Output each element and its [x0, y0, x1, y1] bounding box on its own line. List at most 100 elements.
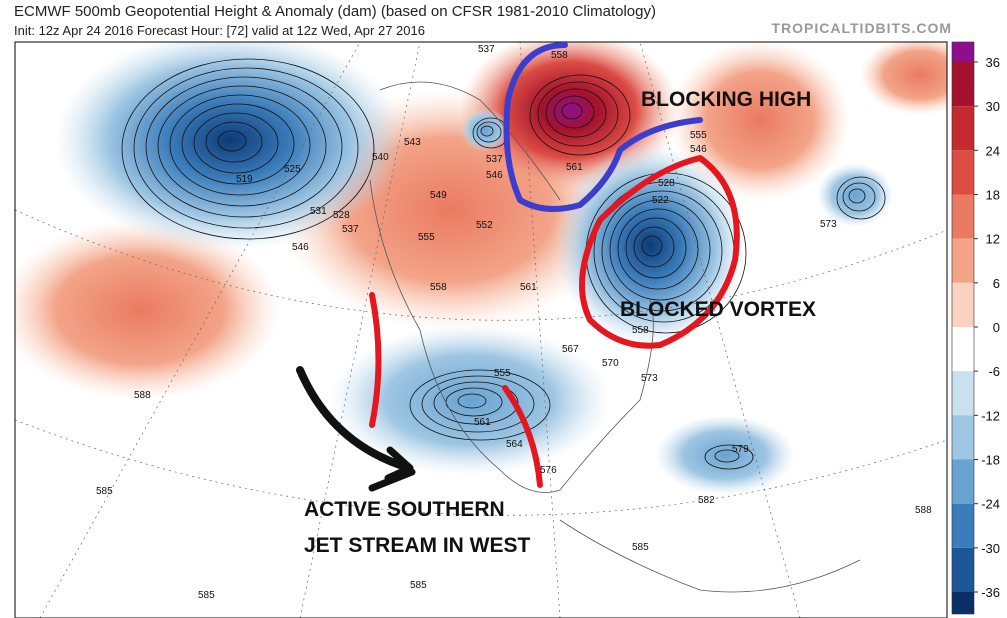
- colorbar-label: -12: [981, 408, 1000, 423]
- vortex-outline: [579, 155, 740, 349]
- contour-label: 585: [198, 590, 215, 601]
- annotation: ACTIVE SOUTHERN: [304, 498, 505, 521]
- contour-line: [633, 226, 675, 268]
- contour-line: [121, 58, 375, 240]
- colorbar-band: [952, 150, 974, 195]
- contour-label: 588: [915, 505, 932, 516]
- contour-label: 558: [551, 50, 568, 61]
- colorbar-band: [952, 194, 974, 239]
- contour-label: 585: [410, 580, 427, 591]
- contour-label: 582: [698, 495, 715, 506]
- contour-label: 573: [820, 219, 837, 230]
- jet-arrow-head: [368, 446, 416, 492]
- contour-label: 555: [690, 130, 707, 141]
- contour-label: 549: [430, 190, 447, 201]
- contour-label: 567: [562, 344, 579, 355]
- map-area: [15, 42, 947, 618]
- contour-line: [133, 67, 359, 229]
- source: TROPICALTIDBITS.COM: [771, 20, 952, 36]
- contour-line: [421, 375, 535, 433]
- contour-label: 588: [134, 390, 151, 401]
- contour-label: 576: [540, 465, 557, 476]
- contour-line: [601, 190, 723, 312]
- contour-label: 561: [474, 417, 491, 428]
- contour-label: 579: [732, 444, 749, 455]
- contour-label: 522: [652, 195, 669, 206]
- contour-line: [205, 121, 263, 163]
- contour-line: [169, 94, 311, 196]
- contour-label: 561: [566, 162, 583, 173]
- colorbar-band: [952, 327, 974, 372]
- colorbar-label: -24: [981, 497, 1000, 512]
- contour-label: 546: [292, 242, 309, 253]
- colorbar-frame: [951, 41, 975, 615]
- map-frame: [14, 41, 948, 618]
- contour-line: [193, 112, 279, 174]
- contour-label: 537: [486, 154, 503, 165]
- contour-label: 555: [418, 232, 435, 243]
- colorbar-band: [952, 238, 974, 283]
- colorbar-band: [952, 62, 974, 107]
- contour-label: 531: [310, 206, 327, 217]
- contour-label: 552: [476, 220, 493, 231]
- contour-label: 528: [658, 178, 675, 189]
- contour-label: 543: [404, 137, 421, 148]
- contour-line: [480, 125, 494, 137]
- contour-line: [625, 217, 687, 279]
- colorbar-label: -18: [981, 453, 1000, 468]
- colorbar-label: 0: [993, 320, 1000, 335]
- colorbar-label: 24: [986, 143, 1000, 158]
- colorbar-label: 6: [993, 276, 1000, 291]
- contour-label: 537: [342, 224, 359, 235]
- colorbar-label: 36: [986, 55, 1000, 70]
- contour-line: [181, 103, 295, 185]
- colorbar-label: 30: [986, 99, 1000, 114]
- colorbar-band: [952, 592, 974, 614]
- contour-line: [553, 95, 595, 129]
- contour-label: 537: [478, 44, 495, 55]
- contour-label: 558: [632, 325, 649, 336]
- contour-label: 570: [602, 358, 619, 369]
- contour-label: 555: [494, 368, 511, 379]
- colorbar-label: 18: [986, 188, 1000, 203]
- contour-line: [609, 199, 711, 301]
- contour-label: 540: [372, 152, 389, 163]
- colorbar-band: [952, 282, 974, 327]
- colorbar-band: [952, 547, 974, 592]
- contour-line: [409, 369, 551, 441]
- title: ECMWF 500mb Geopotential Height & Anomal…: [14, 3, 656, 20]
- contour-label: 585: [96, 486, 113, 497]
- contour-line: [545, 88, 607, 138]
- contour-label: 561: [520, 282, 537, 293]
- trough-line: [502, 385, 543, 488]
- contour-label: 528: [333, 210, 350, 221]
- contour-line: [617, 208, 699, 290]
- colorbar-band: [952, 42, 974, 62]
- contour-line: [145, 76, 343, 218]
- contour-label: 519: [236, 174, 253, 185]
- colorbar-label: 12: [986, 232, 1000, 247]
- contour-label: 573: [641, 373, 658, 384]
- contour-line: [476, 121, 502, 143]
- contour-line: [848, 188, 866, 204]
- init-line: Init: 12z Apr 24 2016 Forecast Hour: [72…: [14, 23, 425, 38]
- blocking-outline: [503, 42, 703, 212]
- annotation: BLOCKED VORTEX: [620, 298, 816, 321]
- annotation: BLOCKING HIGH: [641, 88, 811, 111]
- contour-label: 564: [506, 439, 523, 450]
- colorbar-band: [952, 459, 974, 504]
- contour-line: [217, 130, 247, 152]
- contour-line: [836, 176, 886, 220]
- contour-label: 546: [690, 144, 707, 155]
- colorbar: 36 30 24 18 12 6 0 -6 -12 -18 -24 -30 -36: [951, 41, 1000, 615]
- colorbar-band: [952, 106, 974, 151]
- colorbar-band: [952, 415, 974, 460]
- contour-line: [537, 81, 619, 147]
- contour-line: [529, 74, 631, 156]
- contour-label: 546: [486, 170, 503, 181]
- contour-line: [641, 235, 663, 257]
- colorbar-band: [952, 371, 974, 416]
- contour-line: [561, 102, 583, 120]
- colorbar-band: [952, 503, 974, 548]
- contour-label: 558: [430, 282, 447, 293]
